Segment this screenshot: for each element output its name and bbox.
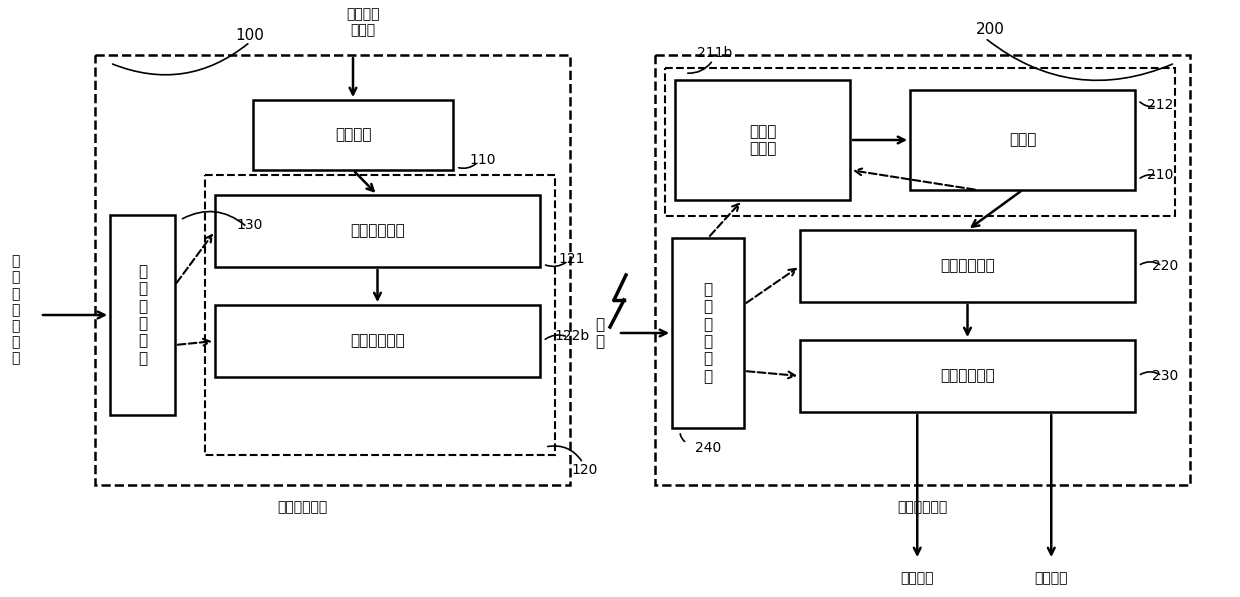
Bar bbox=[672, 238, 744, 428]
Text: 第
一
电
源
电
路: 第 一 电 源 电 路 bbox=[138, 264, 148, 366]
Text: 230: 230 bbox=[1152, 369, 1178, 383]
Text: 压频转换电路: 压频转换电路 bbox=[350, 223, 405, 238]
Bar bbox=[910, 90, 1135, 190]
Bar bbox=[215, 195, 539, 267]
Bar bbox=[215, 305, 539, 377]
Text: 无线发讯电路: 无线发讯电路 bbox=[350, 334, 405, 349]
Text: 直
流
侧
母
线
电
压: 直 流 侧 母 线 电 压 bbox=[11, 254, 19, 365]
Bar bbox=[800, 340, 1135, 412]
Text: 分压电路: 分压电路 bbox=[335, 128, 371, 143]
Text: 数字输出: 数字输出 bbox=[1034, 571, 1068, 585]
Text: 240: 240 bbox=[694, 441, 722, 455]
Text: 212: 212 bbox=[1147, 98, 1173, 112]
Text: 无线收
讯电路: 无线收 讯电路 bbox=[749, 124, 776, 156]
Text: 210: 210 bbox=[1147, 168, 1173, 182]
Bar bbox=[205, 175, 556, 455]
Text: 低压接收模块: 低压接收模块 bbox=[898, 500, 947, 514]
Text: 市
电: 市 电 bbox=[595, 317, 605, 349]
Text: 100: 100 bbox=[236, 27, 264, 42]
Bar bbox=[253, 100, 453, 170]
Text: 信号输出电路: 信号输出电路 bbox=[940, 368, 994, 383]
Bar bbox=[95, 55, 570, 485]
Bar bbox=[655, 55, 1190, 485]
Text: 110: 110 bbox=[470, 153, 496, 167]
Text: 120: 120 bbox=[572, 463, 598, 477]
Text: 高压检测模块: 高压检测模块 bbox=[278, 500, 327, 514]
Text: 单片机: 单片机 bbox=[1009, 133, 1037, 147]
Bar bbox=[800, 230, 1135, 302]
Text: 122b: 122b bbox=[554, 329, 590, 343]
Text: 数模转换电路: 数模转换电路 bbox=[940, 259, 994, 273]
Text: 130: 130 bbox=[237, 218, 263, 232]
Text: 211b: 211b bbox=[697, 46, 733, 60]
Bar bbox=[675, 80, 849, 200]
Text: 第
二
电
源
电
路: 第 二 电 源 电 路 bbox=[703, 282, 713, 384]
Text: 121: 121 bbox=[559, 252, 585, 266]
Text: 直流侧母
线电压: 直流侧母 线电压 bbox=[346, 7, 379, 37]
Text: 200: 200 bbox=[976, 23, 1004, 38]
Bar bbox=[665, 68, 1176, 216]
Text: 模拟输出: 模拟输出 bbox=[900, 571, 934, 585]
Text: 220: 220 bbox=[1152, 259, 1178, 273]
Bar bbox=[110, 215, 175, 415]
